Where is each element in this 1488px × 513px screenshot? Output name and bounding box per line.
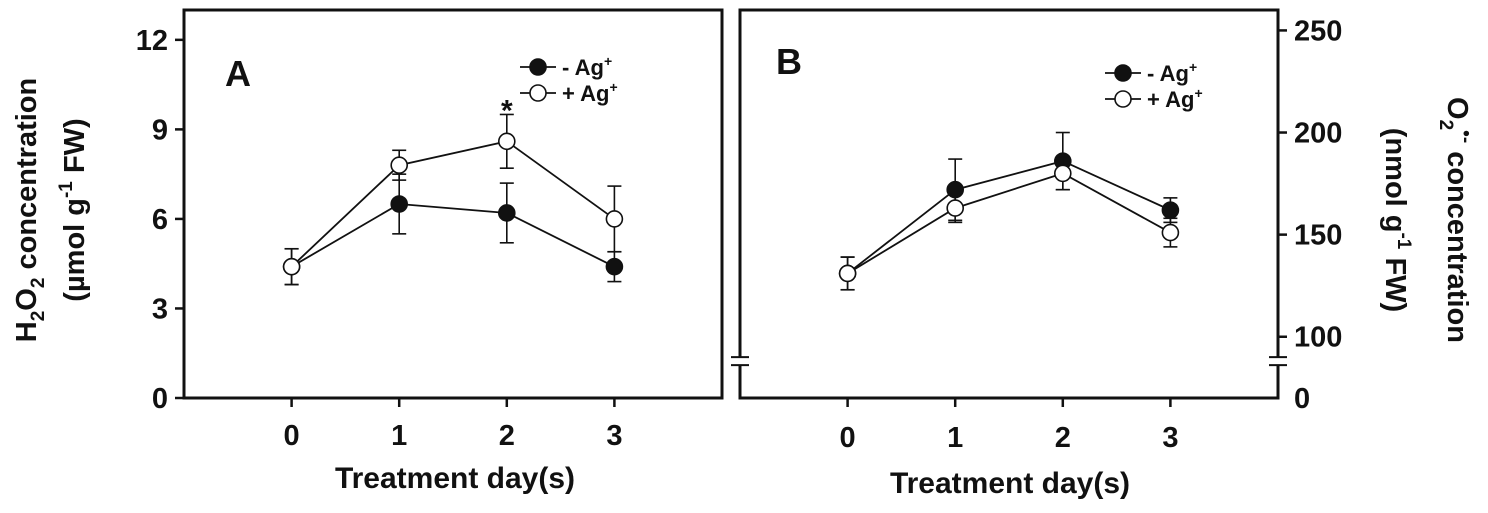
panel-a-frame: [182, 8, 724, 400]
axis-break-gap: [732, 357, 748, 366]
legend-marker: [529, 58, 547, 76]
panel-a-ylabel-line1: H2O2 concentration: [11, 78, 49, 342]
y-tick-label-zero: 0: [1294, 383, 1310, 415]
y-tick-label: 100: [1294, 322, 1342, 354]
panel-b-label: B: [776, 41, 802, 82]
y-tick-label: 0: [152, 383, 168, 415]
x-tick-label: 0: [284, 420, 300, 452]
point-minus-ag: [605, 257, 624, 276]
panel-a: A Treatment day(s) H2O2 concentration (µ…: [11, 8, 724, 495]
panel-a-ylabel-line2: (µmol g-1 FW): [56, 118, 91, 301]
y-tick-label: 200: [1294, 118, 1342, 150]
point-plus-ag: [838, 264, 857, 283]
point-plus-ag: [946, 199, 965, 217]
legend-entry: - Ag+: [562, 53, 612, 80]
panel-b-ylabel-line2: (nmol g-1 FW): [1379, 128, 1414, 312]
point-plus-ag: [282, 257, 301, 276]
y-tick-label: 150: [1294, 220, 1342, 252]
series-plus-ag-line: [847, 172, 1171, 275]
series-plus-ag-line: [290, 140, 615, 268]
x-tick-label: 2: [499, 420, 515, 452]
panel-b-xlabel: Treatment day(s): [890, 467, 1130, 500]
y-tick-label: 3: [152, 293, 168, 325]
x-tick-label: 0: [840, 422, 856, 454]
point-plus-ag: [497, 132, 516, 151]
point-plus-ag: [1161, 223, 1180, 242]
legend-marker: [1114, 90, 1132, 108]
x-tick-label: 2: [1055, 422, 1071, 454]
x-tick-label: 3: [606, 420, 622, 452]
point-minus-ag: [1161, 201, 1180, 219]
y-tick-label: 12: [136, 25, 168, 57]
legend-entry: + Ag+: [1147, 85, 1203, 112]
x-tick-label: 3: [1162, 422, 1178, 454]
point-minus-ag: [390, 195, 409, 213]
x-tick-label: 1: [947, 422, 963, 454]
panel-a-xlabel: Treatment day(s): [335, 462, 575, 495]
point-minus-ag: [497, 204, 516, 222]
legend-entry: - Ag+: [1147, 59, 1197, 86]
panel-a-label: A: [225, 53, 251, 94]
y-tick-label: 9: [152, 114, 168, 146]
panel-b-ylabel-line1: O2•- concentration: [1435, 97, 1476, 343]
series-minus-ag-line: [291, 203, 615, 268]
legend-marker: [1114, 64, 1132, 82]
y-tick-label: 6: [152, 204, 168, 236]
panel-b: B Treatment day(s) O2•- concentration (n…: [731, 8, 1476, 500]
series-minus-ag-line: [847, 160, 1171, 275]
point-plus-ag: [390, 156, 409, 174]
panel-b-plot: 0 1 2 3 100 150 200 250 0 - Ag++ Ag+: [731, 15, 1342, 454]
legend-entry: + Ag+: [562, 79, 618, 106]
legend-marker: [529, 84, 547, 102]
x-tick-label: 1: [391, 420, 407, 452]
significance-star: *: [501, 94, 513, 127]
point-plus-ag: [605, 210, 624, 228]
point-plus-ag: [1054, 164, 1072, 183]
axis-break-gap: [1270, 357, 1286, 366]
panel-b-frame: [738, 8, 1280, 400]
y-tick-label: 250: [1294, 15, 1342, 47]
